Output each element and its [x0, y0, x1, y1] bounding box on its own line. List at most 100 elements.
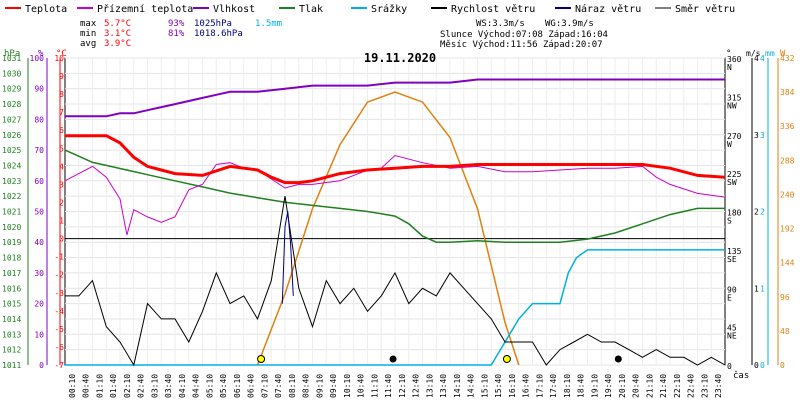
stat-value: 1018.6hPa: [194, 29, 243, 39]
tick-time: 20:10: [618, 374, 627, 398]
legend-label: Přízemní teplota: [97, 3, 193, 15]
tick-time: 19:40: [604, 374, 613, 398]
tick-temp: 4: [59, 162, 64, 171]
stat-value: 5.7°C: [104, 19, 131, 29]
tick-temp: -7: [54, 361, 64, 370]
tick-dir: S: [727, 217, 732, 226]
tick-mm: 1: [760, 284, 765, 293]
tick-time: 03:40: [164, 374, 173, 398]
tick-dir: N: [727, 63, 732, 72]
tick-time: 08:10: [288, 374, 297, 398]
tick-time: 01:10: [95, 374, 104, 398]
axis-ms-label: m/s: [746, 49, 761, 58]
legend-label: Srážky: [371, 3, 407, 15]
tick-time: 17:10: [535, 374, 544, 398]
tick-hpa: 1014: [2, 315, 21, 324]
tick-time: 14:10: [453, 374, 462, 398]
stat-value: max: [80, 19, 97, 29]
tick-pct: 40: [34, 238, 44, 247]
tick-pct: 30: [34, 269, 44, 278]
tick-hpa: 1023: [2, 177, 21, 186]
moon-marker: [389, 355, 397, 363]
series-line: [64, 154, 726, 236]
tick-hpa: 1018: [2, 254, 21, 263]
tick-time: 12:10: [398, 374, 407, 398]
axis-wm2-label: W: [780, 49, 786, 59]
tick-time: 09:10: [315, 374, 324, 398]
series-line: [65, 134, 726, 185]
stat-value: 1.5mm: [255, 19, 282, 29]
sun-marker: [257, 355, 266, 363]
tick-time: 16:40: [522, 374, 531, 398]
stat-value: min: [80, 29, 96, 39]
tick-time: 13:40: [439, 374, 448, 398]
tick-dir: 135: [727, 247, 742, 256]
axis-pct-label: %: [38, 49, 44, 59]
tick-time: 06:40: [247, 374, 256, 398]
tick-time: 10:10: [343, 374, 352, 398]
tick-pct: 70: [34, 146, 44, 155]
tick-ms: 4: [754, 54, 759, 63]
tick-time: 13:10: [425, 374, 434, 398]
tick-wm2: 240: [780, 190, 795, 199]
chart-title: 19.11.2020: [364, 51, 436, 65]
tick-temp: -5: [54, 325, 64, 334]
tick-time: 21:10: [645, 374, 654, 398]
tick-wm2: 96: [780, 293, 790, 302]
tick-hpa: 1031: [2, 54, 21, 63]
tick-ms: 3: [754, 131, 759, 140]
tick-wm2: 432: [780, 54, 795, 63]
tick-dir: 0: [727, 362, 732, 371]
tick-pct: 20: [34, 300, 44, 309]
axis-hpa-label: hPa: [4, 49, 20, 59]
stat-ws: WS:3.3m/s: [476, 19, 525, 29]
legend-label: Tlak: [299, 4, 323, 15]
tick-pct: 100: [30, 54, 45, 63]
tick-hpa: 1022: [2, 192, 21, 201]
tick-time: 23:40: [714, 374, 723, 398]
tick-wm2: 192: [780, 225, 795, 234]
series-line: [65, 196, 726, 367]
tick-pct: 0: [39, 361, 44, 370]
tick-wm2: 48: [780, 327, 790, 336]
tick-time: 18:10: [563, 374, 572, 398]
tick-dir: 225: [727, 170, 742, 179]
tick-time: 23:10: [700, 374, 709, 398]
tick-mm: 0: [760, 361, 765, 370]
sun-marker: [502, 355, 511, 363]
tick-time: 05:10: [205, 374, 214, 398]
series-line: [65, 78, 725, 118]
tick-wm2: 384: [780, 88, 795, 97]
legend-label: Směr větru: [675, 3, 735, 15]
tick-ms: 2: [754, 208, 759, 217]
legend-label: Teplota: [25, 4, 67, 15]
tick-wm2: 336: [780, 122, 795, 131]
tick-dir: SE: [727, 255, 737, 264]
tick-time: 18:40: [577, 374, 586, 398]
tick-mm: 3: [760, 131, 765, 140]
axis-temp-label: °C: [56, 49, 67, 59]
tick-dir: 90: [727, 285, 737, 294]
tick-hpa: 1029: [2, 85, 21, 94]
tick-hpa: 1012: [2, 346, 21, 355]
tick-temp: 6: [59, 126, 64, 135]
tick-hpa: 1020: [2, 223, 21, 232]
tick-ms: 0: [754, 361, 759, 370]
tick-time: 17:40: [549, 374, 558, 398]
tick-hpa: 1011: [2, 361, 21, 370]
tick-time: 06:10: [233, 374, 242, 398]
tick-pct: 90: [34, 85, 44, 94]
tick-wm2: 0: [780, 361, 785, 370]
legend-label: Vlhkost: [213, 4, 255, 15]
tick-time: 04:10: [178, 374, 187, 398]
tick-time: 07:40: [274, 374, 283, 398]
tick-time: 07:10: [260, 374, 269, 398]
tick-temp: 9: [59, 72, 64, 81]
tick-temp: 2: [59, 198, 64, 207]
legend-label: Náraz větru: [575, 3, 641, 15]
tick-time: 14:40: [467, 374, 476, 398]
tick-mm: 4: [760, 54, 765, 63]
tick-hpa: 1028: [2, 100, 21, 109]
stat-value: 81%: [168, 29, 185, 39]
tick-temp: 1: [59, 217, 64, 226]
